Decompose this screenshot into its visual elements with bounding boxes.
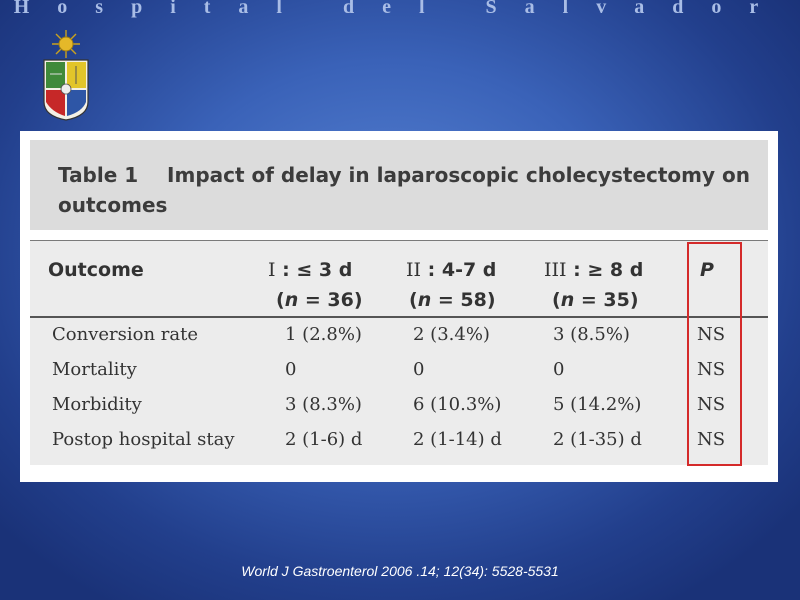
table-row-3-outcome: Morbidity (52, 394, 142, 415)
column-header-group-2: II : 4-7 d (406, 259, 497, 281)
table-caption-number: Table 1 (58, 163, 139, 187)
table-row-4-group-1: 2 (1-6) d (285, 429, 363, 450)
table-caption-title: Impact of delay in laparoscopic cholecys… (167, 163, 750, 187)
university-crest-icon (43, 30, 89, 121)
data-table (30, 240, 768, 465)
header-divider (30, 316, 768, 318)
column-header-p-value: P (700, 259, 714, 281)
table-panel: Table 1 Impact of delay in laparoscopic … (20, 131, 778, 482)
table-row-1-group-1: 1 (2.8%) (285, 324, 362, 345)
table-row-2-group-3: 0 (553, 359, 565, 380)
table-row-3-group-2: 6 (10.3%) (413, 394, 502, 415)
p-column-highlight-box (687, 242, 742, 466)
column-header-group-1: I : ≤ 3 d (268, 259, 353, 281)
table-row-2-group-1: 0 (285, 359, 297, 380)
column-header-group-2-n: (n = 58) (409, 289, 496, 311)
table-row-4-group-3: 2 (1-35) d (553, 429, 642, 450)
table-row-2-group-2: 0 (413, 359, 425, 380)
table-row-1-group-3: 3 (8.5%) (553, 324, 630, 345)
table-row-2-p-value: NS (697, 359, 726, 380)
table-row-3-group-3: 5 (14.2%) (553, 394, 642, 415)
table-row-1-p-value: NS (697, 324, 726, 345)
table-row-4-outcome: Postop hospital stay (52, 429, 235, 450)
column-header-outcome: Outcome (48, 259, 144, 281)
citation-text: World J Gastroenterol 2006 .14; 12(34): … (241, 563, 559, 579)
table-caption-title-continued: outcomes (58, 193, 168, 217)
table-caption: Table 1 Impact of delay in laparoscopic … (30, 140, 768, 230)
table-row-1-outcome: Conversion rate (52, 324, 198, 345)
table-row-3-group-1: 3 (8.3%) (285, 394, 362, 415)
table-row-1-group-2: 2 (3.4%) (413, 324, 490, 345)
column-header-group-3-n: (n = 35) (552, 289, 639, 311)
column-header-group-3: III : ≥ 8 d (544, 259, 644, 281)
column-header-group-1-n: (n = 36) (276, 289, 363, 311)
table-row-3-p-value: NS (697, 394, 726, 415)
table-row-4-group-2: 2 (1-14) d (413, 429, 502, 450)
table-row-4-p-value: NS (697, 429, 726, 450)
page-header-title: Hospital del Salvador (13, 0, 787, 18)
table-row-2-outcome: Mortality (52, 359, 137, 380)
